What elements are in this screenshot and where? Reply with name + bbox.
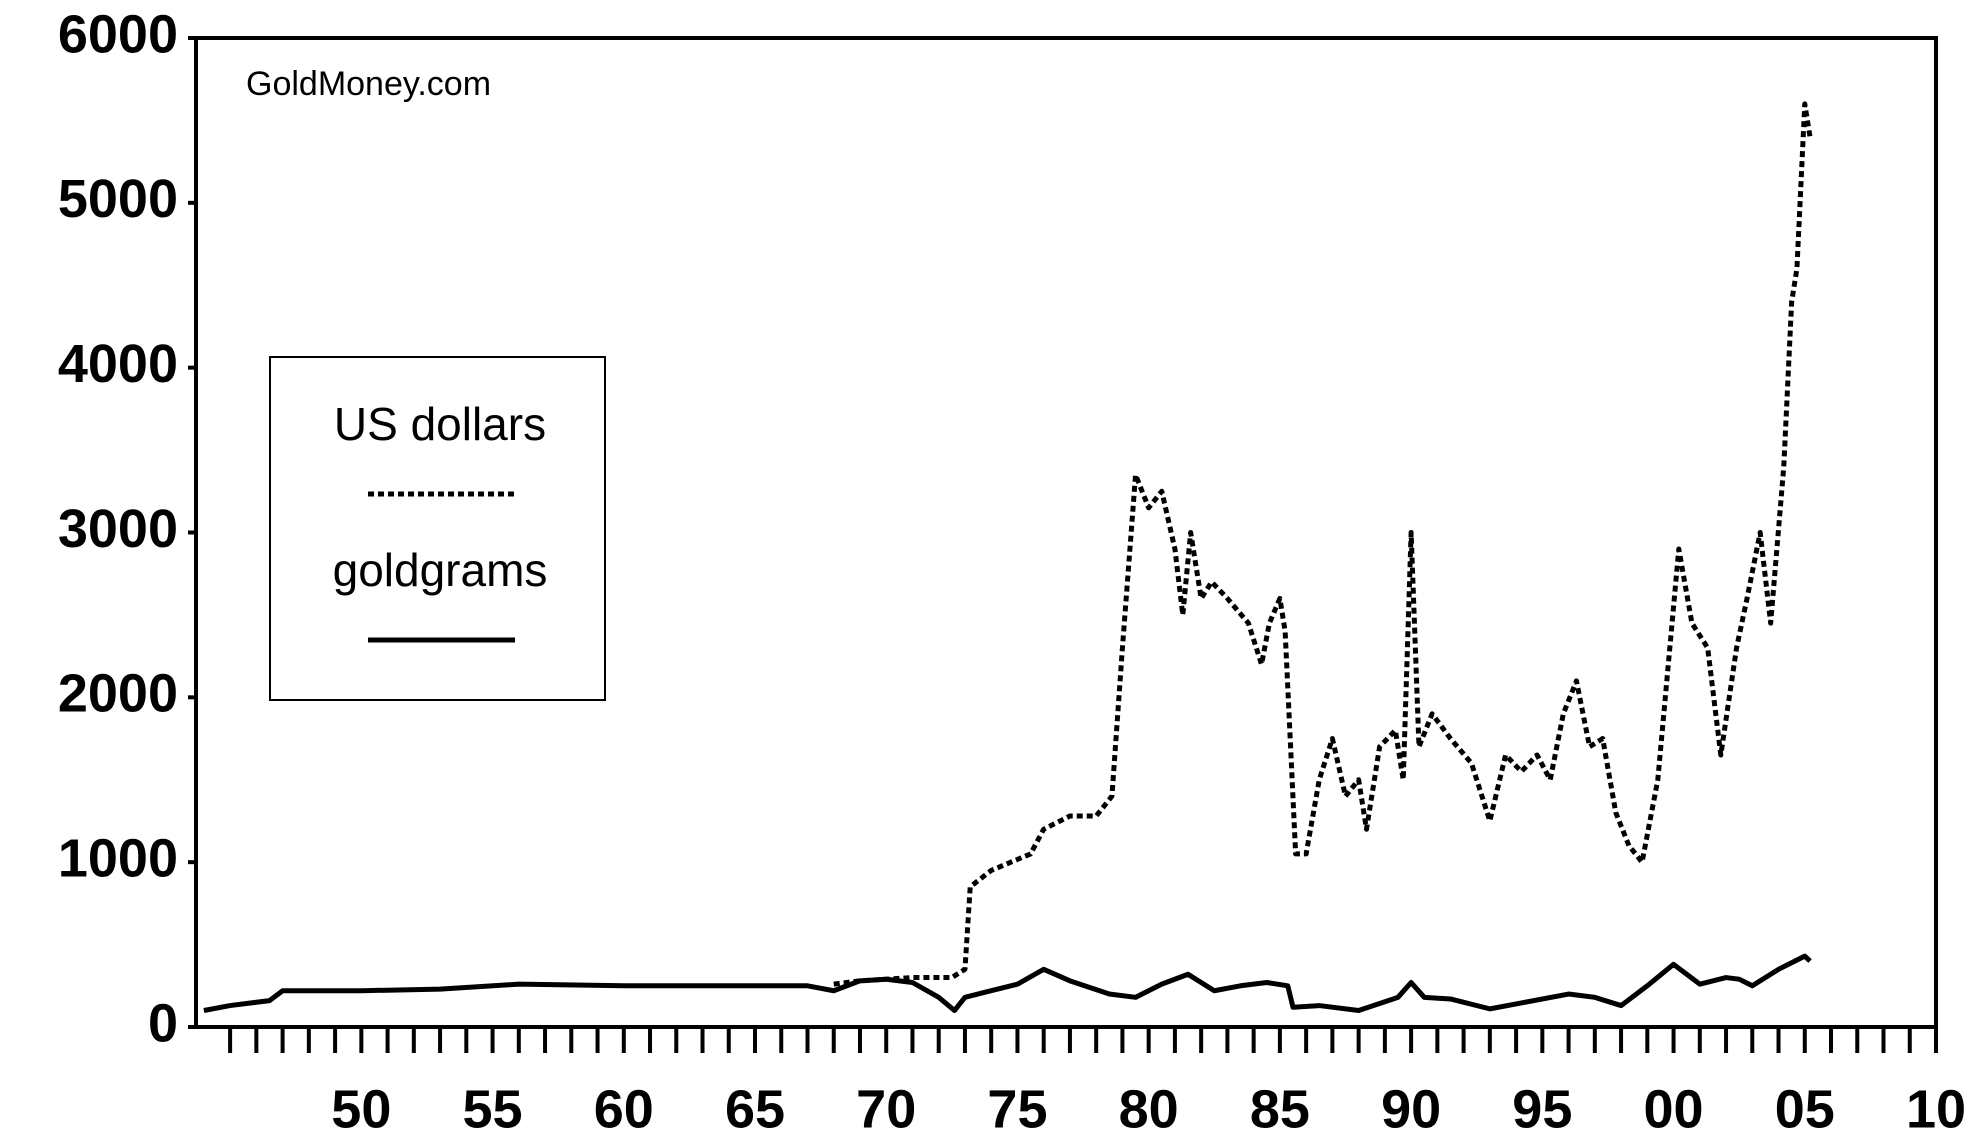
x-tick-label: 55 xyxy=(463,1079,523,1139)
annotation: GoldMoney.com xyxy=(246,65,491,103)
x-tick-label: 65 xyxy=(725,1079,785,1139)
x-tick-label: 70 xyxy=(856,1079,916,1139)
legend-label: goldgrams xyxy=(333,544,548,596)
x-tick-label: 50 xyxy=(331,1079,391,1139)
y-tick-label: 0 xyxy=(148,993,178,1053)
x-tick-label: 00 xyxy=(1644,1079,1704,1139)
x-tick-label: 80 xyxy=(1119,1079,1179,1139)
x-tick-label: 95 xyxy=(1512,1079,1572,1139)
x-tick-label: 75 xyxy=(987,1079,1047,1139)
y-tick-label: 2000 xyxy=(58,664,178,724)
x-tick-label: 10 xyxy=(1906,1079,1966,1139)
y-tick-label: 5000 xyxy=(58,169,178,229)
x-tick-label: 85 xyxy=(1250,1079,1310,1139)
y-tick-label: 1000 xyxy=(58,828,178,888)
y-tick-label: 3000 xyxy=(58,499,178,559)
y-tick-label: 4000 xyxy=(58,334,178,394)
legend-box xyxy=(269,356,606,701)
x-tick-label: 60 xyxy=(594,1079,654,1139)
series-line xyxy=(203,953,1812,1014)
y-tick-label: 6000 xyxy=(58,4,178,64)
x-tick-label: 05 xyxy=(1775,1079,1835,1139)
legend-label: US dollars xyxy=(334,398,546,450)
x-tick-label: 90 xyxy=(1381,1079,1441,1139)
series-line xyxy=(833,101,1813,987)
